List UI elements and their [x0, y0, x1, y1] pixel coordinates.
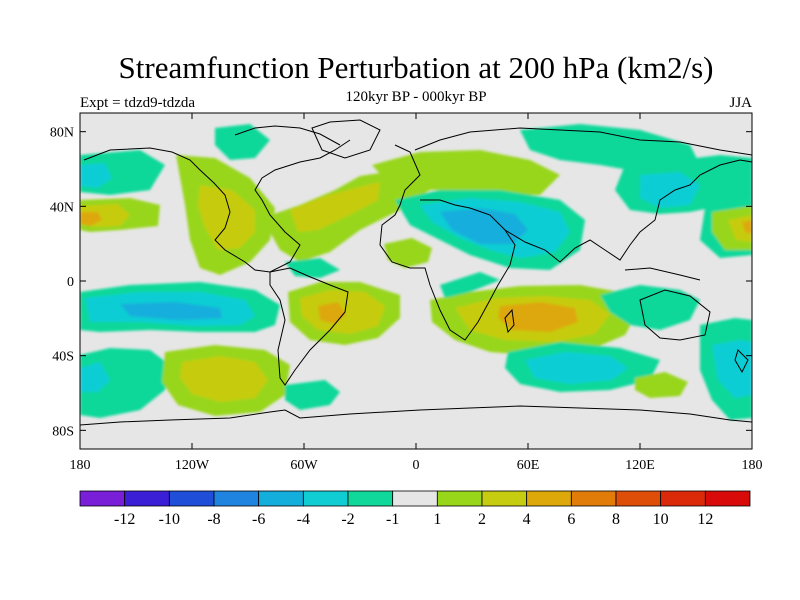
chart-subtitle: 120kyr BP - 000kyr BP	[345, 89, 487, 105]
colorbar-label: -2	[341, 511, 354, 528]
coastline	[559, 129, 752, 156]
coastline	[624, 267, 701, 281]
contour-patch	[384, 238, 432, 268]
contour-patch	[635, 372, 688, 398]
colorbar-label: -6	[252, 511, 265, 528]
contour-patch	[180, 356, 268, 402]
x-tick-label: 180	[70, 458, 91, 473]
coastline	[639, 289, 711, 341]
colorbar-swatch	[615, 490, 662, 507]
coastline	[734, 349, 749, 374]
colorbar-label: 6	[567, 511, 575, 528]
colorbar-swatch	[168, 490, 215, 507]
coastline	[504, 308, 515, 334]
contour-patch	[198, 185, 255, 250]
colorbar-swatch	[124, 490, 170, 507]
colorbar: -12 -10 -8 -6 -4 -2 -1 1 2 4 6 8 10 12	[79, 490, 751, 528]
colorbar-swatch	[258, 490, 304, 507]
x-tick-label: 60E	[517, 458, 540, 473]
colorbar-label: -8	[207, 511, 220, 528]
contour-patch	[498, 302, 578, 332]
colorbar-swatch	[79, 490, 126, 507]
colorbar-label: -1	[386, 511, 399, 528]
x-tick-label: 180	[742, 458, 763, 473]
contour-patch	[285, 258, 340, 278]
contour-patch	[640, 172, 700, 208]
coastline	[414, 127, 561, 151]
colorbar-label: -4	[297, 511, 310, 528]
colorbar-swatch	[436, 490, 483, 507]
contour-patch	[120, 302, 222, 320]
x-tick-label: 60W	[290, 458, 318, 473]
colorbar-label: -10	[159, 511, 180, 528]
contour-patch	[600, 285, 700, 330]
contour-patch	[80, 163, 112, 188]
y-tick-label: 80N	[50, 126, 74, 141]
colorbar-label: 1	[433, 511, 441, 528]
contour-patch	[440, 272, 500, 298]
contour-patch	[80, 212, 102, 226]
contour-patch	[80, 348, 170, 418]
coastline	[504, 159, 752, 263]
colorbar-swatch	[347, 490, 394, 507]
colorbar-swatch	[302, 490, 349, 507]
colorbar-swatch	[704, 490, 751, 507]
contour-patch	[80, 362, 110, 392]
coastline	[269, 267, 349, 386]
y-axis: 80N 40N 0 40S 80S	[50, 126, 752, 439]
coastline	[311, 119, 381, 159]
colorbar-swatch	[213, 490, 260, 507]
contour-patch	[290, 182, 380, 232]
coastline	[80, 405, 752, 426]
contour-patch	[215, 124, 270, 160]
colorbar-label: 8	[612, 511, 620, 528]
colorbar-swatch	[481, 490, 528, 507]
colorbar-label: -12	[114, 511, 135, 528]
coastline	[234, 125, 341, 146]
colorbar-swatch	[526, 490, 572, 507]
contour-patch	[285, 380, 340, 410]
experiment-label: Expt = tdzd9-tdzda	[80, 95, 196, 111]
coastline	[83, 139, 351, 273]
x-tick-label: 120W	[175, 458, 210, 473]
contour-patch	[742, 220, 752, 234]
contour-patch	[372, 150, 560, 195]
x-tick-label: 120E	[625, 458, 655, 473]
contour-field	[80, 124, 752, 420]
y-tick-label: 40S	[52, 350, 74, 365]
y-tick-label: 0	[67, 275, 74, 290]
colorbar-label: 2	[478, 511, 486, 528]
y-tick-label: 40N	[50, 200, 74, 215]
x-axis: 180 120W 60W 0 60E 120E 180	[70, 113, 763, 473]
colorbar-label: 12	[697, 511, 713, 528]
colorbar-swatch	[392, 490, 438, 507]
coastline-layer	[80, 119, 752, 426]
colorbar-label: 4	[523, 511, 531, 528]
contour-patch	[525, 352, 628, 384]
chart-title: Streamfunction Perturbation at 200 hPa (…	[118, 50, 714, 85]
colorbar-swatch	[570, 490, 617, 507]
coastline	[379, 144, 516, 341]
contour-patch	[440, 208, 528, 244]
y-tick-label: 80S	[52, 424, 74, 439]
colorbar-swatch	[660, 490, 706, 507]
colorbar-label: 10	[653, 511, 669, 528]
season-label: JJA	[729, 95, 752, 111]
x-tick-label: 0	[413, 458, 420, 473]
